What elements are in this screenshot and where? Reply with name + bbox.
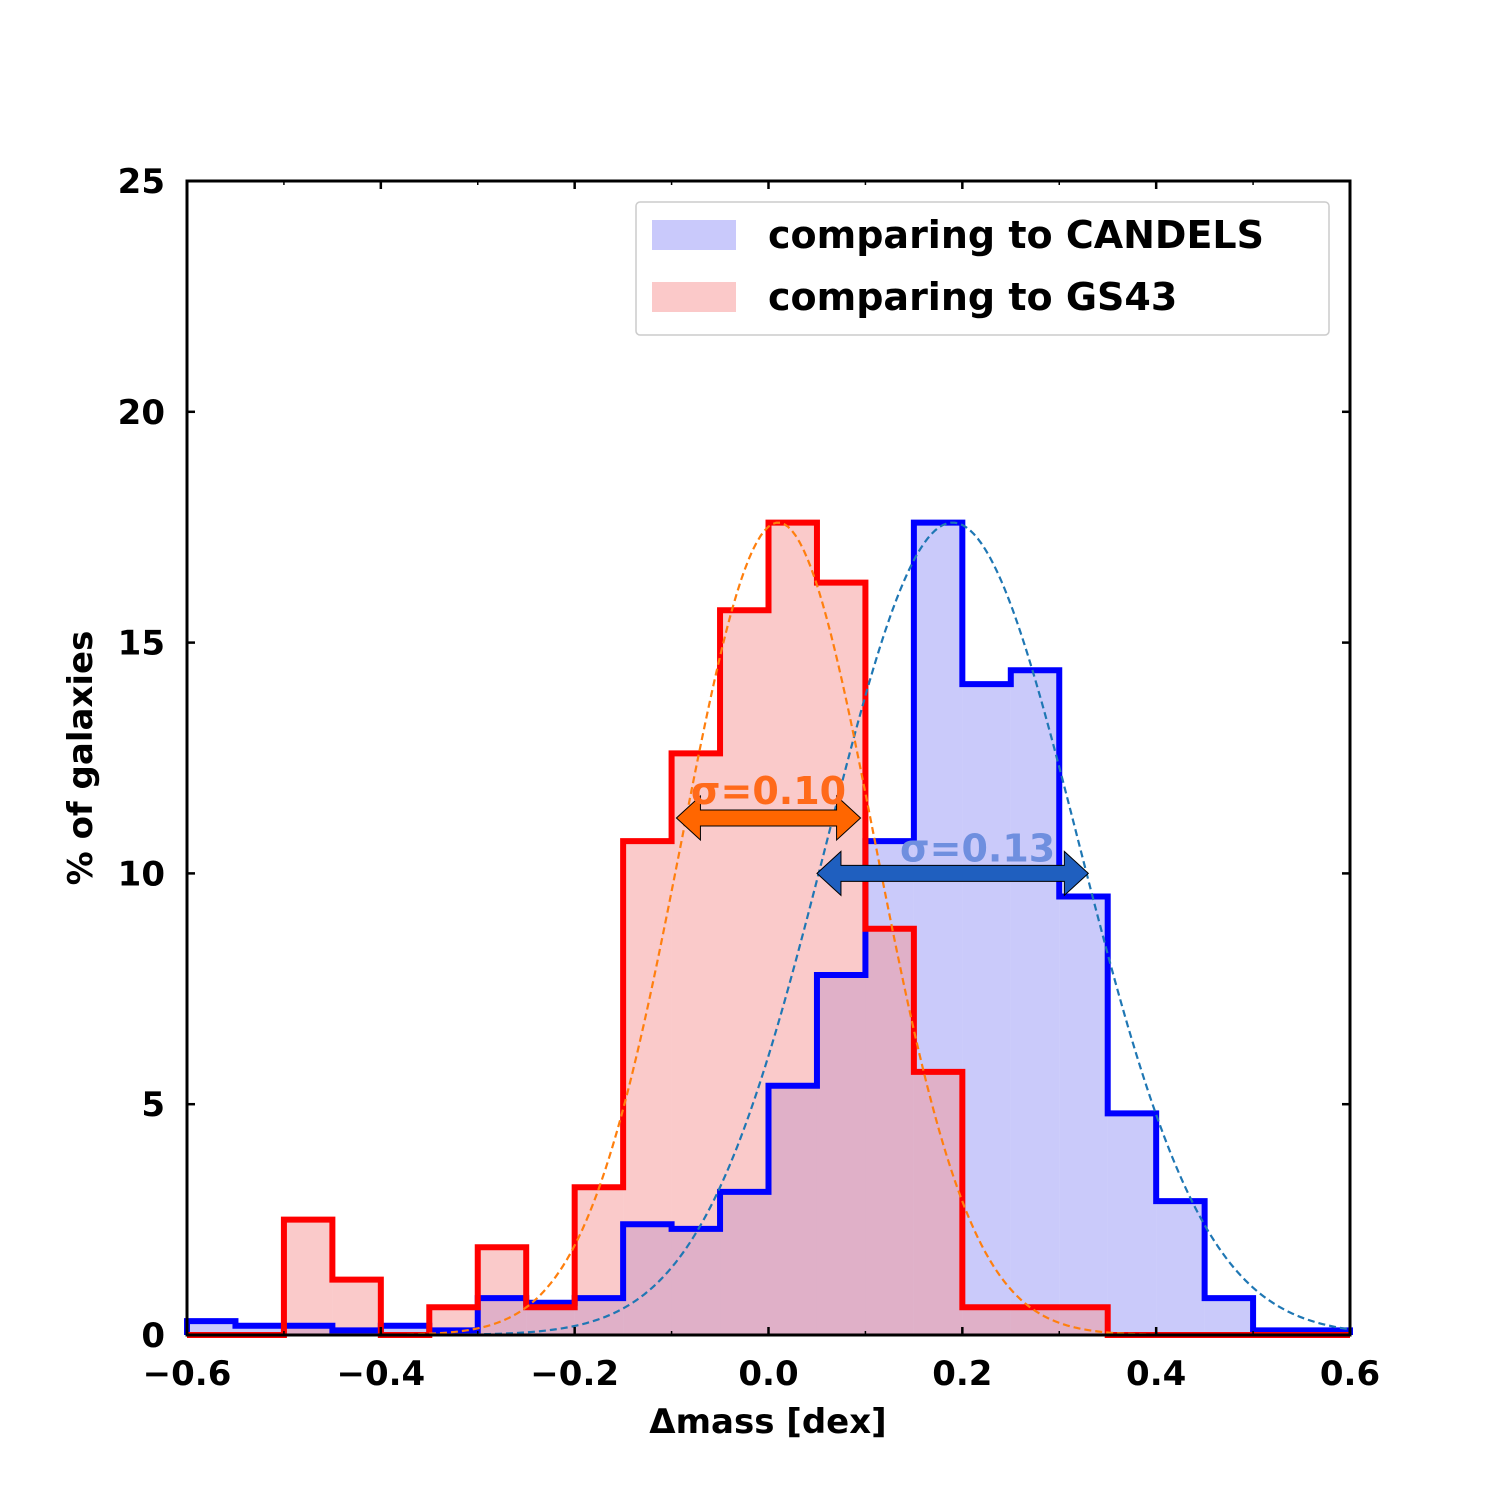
- bar-gs43: [671, 753, 721, 1335]
- bar-gs43: [913, 1071, 963, 1335]
- x-axis-label: Δmass [dex]: [649, 1402, 886, 1442]
- bar-candels: [187, 1321, 236, 1335]
- y-tick-label: 25: [118, 162, 165, 202]
- sigma-arrow-candels: [816, 850, 1090, 897]
- x-tick-label: −0.4: [336, 1354, 425, 1394]
- bar-candels: [380, 1325, 430, 1335]
- legend: comparing to CANDELS comparing to GS43: [635, 201, 1330, 336]
- sigma-arrow-gs43: [675, 794, 862, 842]
- y-tick-label: 10: [118, 854, 165, 894]
- bar-gs43: [283, 1219, 333, 1335]
- x-tick-label: 0.6: [1320, 1354, 1380, 1394]
- bar-candels: [1156, 1201, 1205, 1335]
- y-tick-label: 5: [141, 1085, 165, 1125]
- bar-candels: [1107, 1113, 1157, 1335]
- bar-candels: [962, 684, 1011, 1335]
- y-tick-label: 0: [141, 1316, 165, 1356]
- sigma-label-gs43: σ=0.10: [691, 769, 846, 813]
- axes: −0.6 −0.4 −0.2 0.0 0.2 0.4 0.6 0 5 10 15 20 25: [118, 162, 1380, 1394]
- bar-gs43: [477, 1247, 527, 1335]
- bar-gs43: [332, 1279, 381, 1335]
- bar-gs43: [865, 928, 914, 1335]
- bar-gs43: [623, 841, 672, 1335]
- bar-gs43: [962, 1307, 1011, 1335]
- y-tick-label: 20: [118, 393, 165, 433]
- bar-gs43: [768, 522, 817, 1335]
- bar-gs43: [816, 582, 866, 1335]
- legend-label-gs43: comparing to GS43: [768, 275, 1177, 319]
- legend-swatch-candels: [652, 220, 736, 250]
- x-tick-label: 0.0: [738, 1354, 798, 1394]
- plot-area: σ=0.13 σ=0.10: [184, 519, 1353, 1338]
- bar-gs43: [720, 610, 769, 1335]
- x-tick-label: −0.6: [143, 1354, 232, 1394]
- legend-swatch-gs43: [652, 282, 736, 312]
- y-tick-label: 15: [118, 624, 165, 664]
- sigma-label-candels: σ=0.13: [900, 826, 1055, 870]
- bar-candels: [1010, 670, 1060, 1335]
- bar-candels: [1059, 896, 1108, 1335]
- step-outline-gs43: [187, 519, 1350, 1338]
- x-tick-label: 0.4: [1126, 1354, 1186, 1394]
- bar-candels: [1204, 1298, 1254, 1335]
- legend-label-candels: comparing to CANDELS: [768, 213, 1264, 257]
- legend-frame: [635, 201, 1330, 336]
- bar-gs43: [574, 1187, 624, 1335]
- bar-gs43: [1059, 1307, 1108, 1335]
- y-axis-label: % of galaxies: [61, 631, 101, 886]
- bar-candels: [235, 1325, 284, 1335]
- x-tick-label: 0.2: [932, 1354, 992, 1394]
- x-tick-label: −0.2: [530, 1354, 619, 1394]
